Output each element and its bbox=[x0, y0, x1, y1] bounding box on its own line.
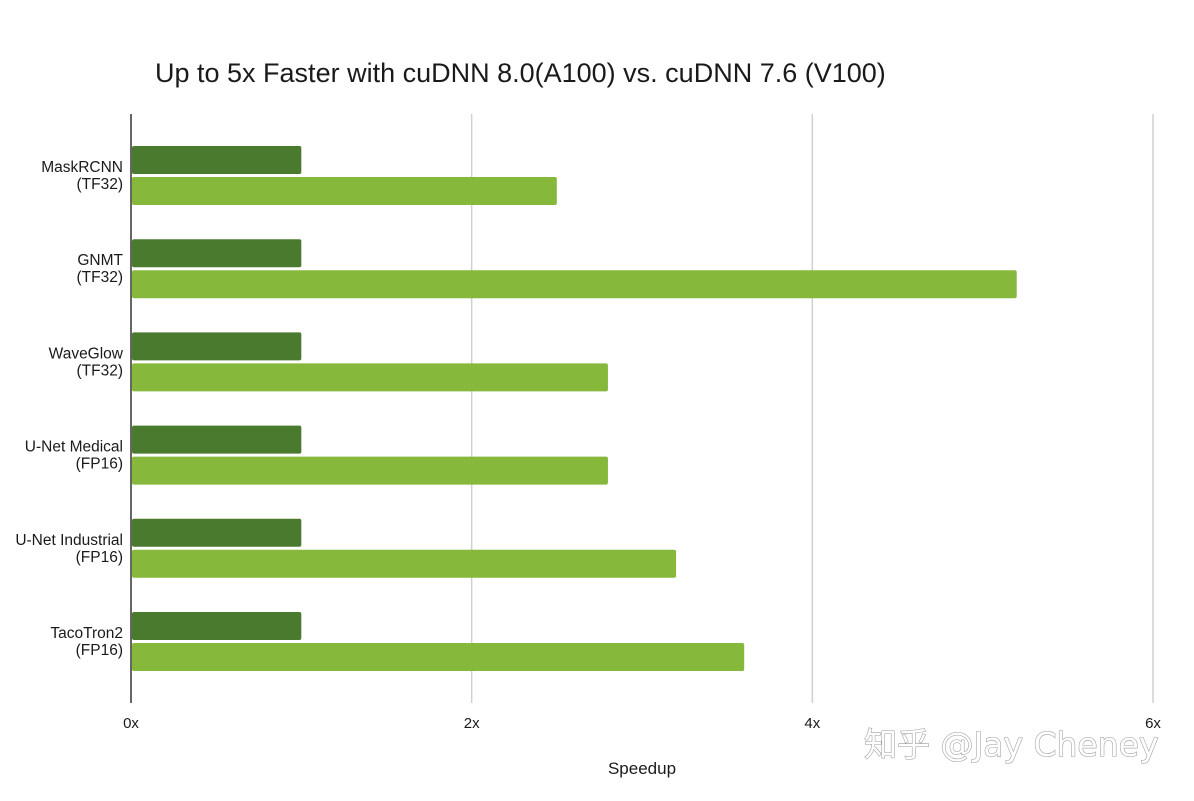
category-label: (FP16) bbox=[76, 549, 123, 566]
x-tick-label: 4x bbox=[804, 715, 820, 732]
bar-series-1 bbox=[132, 239, 302, 268]
bar-series-2 bbox=[132, 177, 557, 205]
x-tick-label: 6x bbox=[1145, 715, 1161, 732]
category-label: (TF32) bbox=[77, 176, 124, 193]
x-axis-title: Speedup bbox=[608, 759, 676, 778]
bar-series-2 bbox=[132, 270, 1017, 299]
category-label: U-Net Industrial bbox=[15, 532, 123, 549]
category-label: (FP16) bbox=[76, 642, 123, 659]
bar-series-1 bbox=[132, 146, 302, 174]
bar-series-1 bbox=[132, 332, 302, 361]
bars bbox=[132, 146, 1017, 671]
watermark-text: 知乎 @Jay Cheney bbox=[864, 725, 1158, 764]
category-label: U-Net Medical bbox=[25, 439, 123, 456]
x-tick-label: 0x bbox=[123, 715, 139, 732]
category-label: (TF32) bbox=[77, 362, 124, 379]
category-label: (FP16) bbox=[76, 456, 123, 473]
category-labels: MaskRCNN(TF32)GNMT(TF32)WaveGlow(TF32)U-… bbox=[15, 159, 123, 659]
x-tick-labels: 0x 2x 4x 6x bbox=[123, 715, 1161, 732]
bar-series-1 bbox=[132, 518, 302, 547]
category-label: MaskRCNN bbox=[41, 159, 123, 176]
chart-title: Up to 5x Faster with cuDNN 8.0(A100) vs.… bbox=[155, 58, 886, 88]
bar-series-1 bbox=[132, 425, 302, 454]
bar-series-2 bbox=[132, 456, 608, 485]
bar-series-2 bbox=[132, 643, 745, 671]
x-tick-label: 2x bbox=[464, 715, 480, 732]
bar-series-2 bbox=[132, 549, 677, 578]
category-label: GNMT bbox=[77, 252, 123, 269]
grid-lines bbox=[470, 114, 1154, 703]
bar-series-2 bbox=[132, 363, 608, 392]
category-label: TacoTron2 bbox=[50, 625, 123, 642]
category-label: WaveGlow bbox=[49, 345, 124, 362]
bar-series-1 bbox=[132, 612, 302, 640]
category-label: (TF32) bbox=[77, 269, 124, 286]
